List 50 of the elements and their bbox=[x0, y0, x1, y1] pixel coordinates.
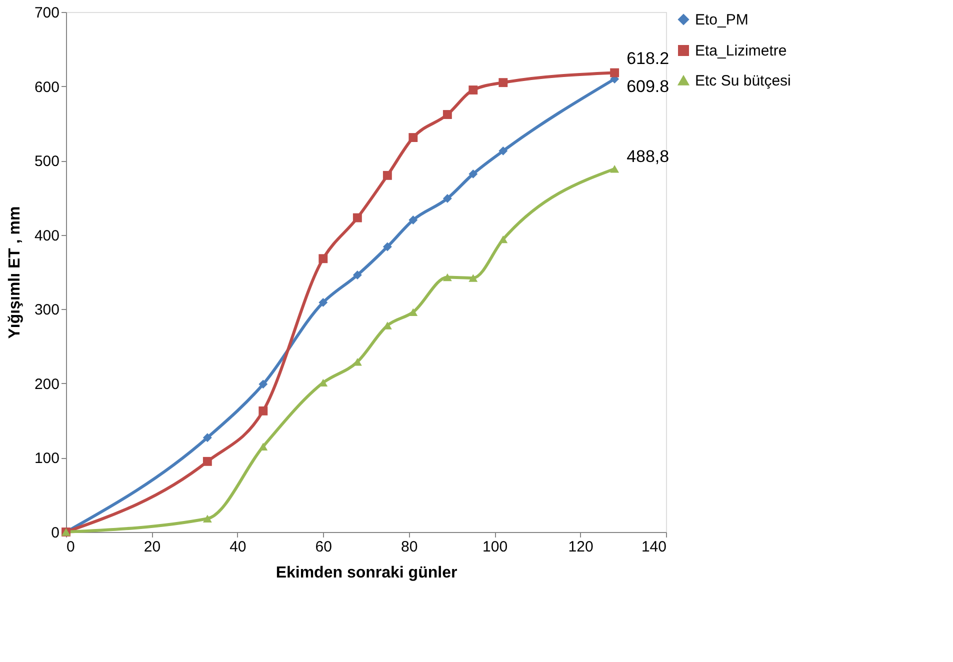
x-axis-title: Ekimden sonraki günler bbox=[276, 564, 458, 582]
point bbox=[258, 442, 268, 450]
point bbox=[202, 514, 212, 522]
data-label: 488,8 bbox=[626, 146, 670, 166]
point bbox=[498, 235, 508, 244]
y-tick-label: 400 bbox=[34, 227, 60, 244]
y-tick-label: 200 bbox=[34, 376, 60, 393]
x-tick-label: 60 bbox=[315, 538, 332, 556]
point bbox=[202, 433, 212, 442]
legend-label: Eto_PM bbox=[695, 12, 748, 28]
point bbox=[442, 110, 452, 119]
point bbox=[468, 169, 478, 178]
x-tick-label: 80 bbox=[401, 538, 418, 556]
point bbox=[610, 68, 620, 78]
point bbox=[468, 86, 478, 94]
point bbox=[352, 270, 362, 280]
point bbox=[498, 78, 508, 88]
x-tick-label: 20 bbox=[144, 538, 161, 556]
y-tick-label: 100 bbox=[34, 450, 60, 468]
point bbox=[352, 213, 362, 222]
x-tick-label: 140 bbox=[641, 538, 666, 556]
x-tick-label: 0 bbox=[66, 538, 75, 556]
point bbox=[498, 146, 508, 156]
point bbox=[318, 298, 328, 307]
point bbox=[408, 133, 418, 142]
legend-label: Etc Su bütçesi bbox=[695, 72, 791, 90]
y-tick-label: 300 bbox=[34, 302, 60, 319]
point bbox=[468, 274, 478, 282]
point bbox=[408, 216, 418, 224]
point bbox=[442, 273, 452, 282]
x-tick-label: 120 bbox=[568, 538, 594, 556]
point bbox=[318, 254, 328, 264]
point bbox=[202, 456, 212, 466]
x-tick-label: 40 bbox=[230, 538, 246, 556]
point bbox=[610, 165, 620, 173]
point bbox=[258, 406, 268, 416]
y-tick-label: 700 bbox=[34, 4, 60, 22]
legend-label: Eta_Lizimetre bbox=[695, 42, 787, 60]
x-tick-label: 100 bbox=[482, 538, 508, 556]
y-tick-label: 0 bbox=[51, 524, 60, 542]
point bbox=[258, 380, 268, 389]
point bbox=[408, 308, 418, 316]
y-tick-label: 500 bbox=[34, 153, 60, 170]
data-label: 618.2 bbox=[626, 48, 670, 68]
point bbox=[442, 194, 452, 203]
data-label: 609.8 bbox=[626, 77, 670, 96]
y-axis-title: Yığışımlı ET , mm bbox=[6, 206, 24, 339]
point bbox=[382, 242, 392, 252]
y-tick-label: 600 bbox=[34, 78, 60, 96]
point bbox=[382, 170, 392, 180]
